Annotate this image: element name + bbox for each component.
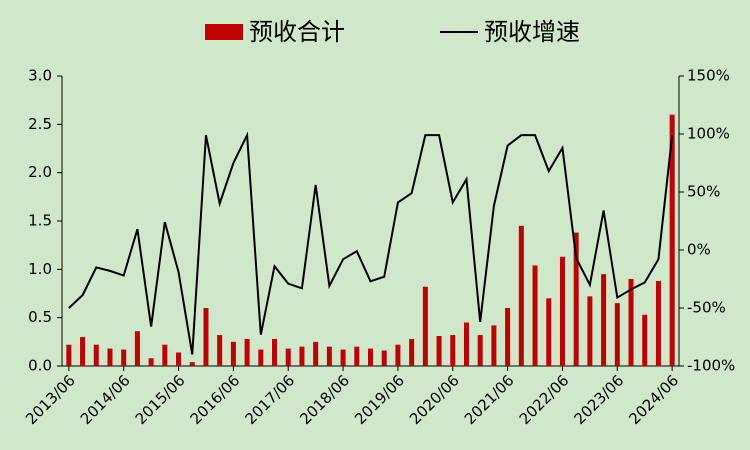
x-tick-label: 2024/06 xyxy=(625,371,682,428)
legend-label: 预收合计 xyxy=(249,18,345,46)
x-tick-label: 2013/06 xyxy=(22,371,79,428)
bar xyxy=(518,225,524,366)
bar xyxy=(491,325,497,366)
bar xyxy=(601,274,607,366)
bar xyxy=(559,256,565,366)
bar xyxy=(655,280,661,366)
bar xyxy=(258,349,264,366)
legend-swatch xyxy=(205,24,243,40)
bar xyxy=(176,352,182,366)
x-tick-label: 2014/06 xyxy=(77,371,134,428)
bar xyxy=(381,350,387,366)
bar xyxy=(436,336,442,366)
bar xyxy=(326,346,332,366)
bar xyxy=(409,338,415,366)
line xyxy=(68,131,674,355)
y-tick-label: 1.0 xyxy=(28,260,52,278)
x-tick-label: 2022/06 xyxy=(516,371,573,428)
y2-tick-label: 0% xyxy=(687,241,711,259)
bar xyxy=(395,344,401,366)
bar xyxy=(368,348,373,366)
y-tick-label: 3.0 xyxy=(28,67,52,85)
x-tick-label: 2021/06 xyxy=(461,371,518,428)
bar xyxy=(669,114,675,367)
bar xyxy=(477,335,483,366)
bar xyxy=(66,344,72,366)
bar xyxy=(573,232,579,366)
bar xyxy=(244,338,250,366)
y2-tick-label: -100% xyxy=(687,357,735,375)
y-tick-label: 2.5 xyxy=(28,115,52,133)
y-tick-label: 0.5 xyxy=(28,308,52,326)
bar xyxy=(628,279,634,366)
bar xyxy=(463,322,469,366)
bar xyxy=(285,348,291,366)
legend-label: 预收增速 xyxy=(484,18,580,46)
y-tick-label: 1.5 xyxy=(28,212,52,230)
bar xyxy=(162,344,168,366)
y2-tick-label: -50% xyxy=(687,299,726,317)
y-tick-label: 2.0 xyxy=(28,163,52,181)
bar xyxy=(272,338,278,366)
bar xyxy=(450,335,456,366)
bar xyxy=(505,308,511,366)
bar xyxy=(134,331,140,366)
x-tick-label: 2018/06 xyxy=(296,371,353,428)
bar xyxy=(532,265,538,366)
y-tick-label: 0.0 xyxy=(28,357,52,375)
bar xyxy=(422,286,428,366)
bar xyxy=(313,341,319,366)
x-tick-label: 2020/06 xyxy=(406,371,463,428)
y2-tick-label: 50% xyxy=(687,183,720,201)
x-tick-label: 2015/06 xyxy=(132,371,189,428)
x-tick-label: 2023/06 xyxy=(571,371,628,428)
x-tick-label: 2019/06 xyxy=(351,371,408,428)
bar xyxy=(642,314,648,366)
bar xyxy=(354,346,360,366)
bar xyxy=(340,349,346,366)
x-tick-label: 2017/06 xyxy=(241,371,298,428)
y2-tick-label: 100% xyxy=(687,125,730,143)
bar xyxy=(299,346,305,366)
bar xyxy=(217,335,223,366)
bar xyxy=(230,341,236,366)
bar xyxy=(80,337,86,366)
bar xyxy=(587,296,593,366)
bar xyxy=(121,349,127,366)
bar xyxy=(148,358,154,366)
y2-tick-label: 150% xyxy=(687,67,730,85)
bar xyxy=(203,308,209,366)
bar xyxy=(107,348,113,366)
bar xyxy=(189,362,195,366)
bar xyxy=(546,298,552,366)
x-tick-label: 2016/06 xyxy=(187,371,244,428)
bar xyxy=(614,303,620,366)
bar xyxy=(93,344,99,366)
